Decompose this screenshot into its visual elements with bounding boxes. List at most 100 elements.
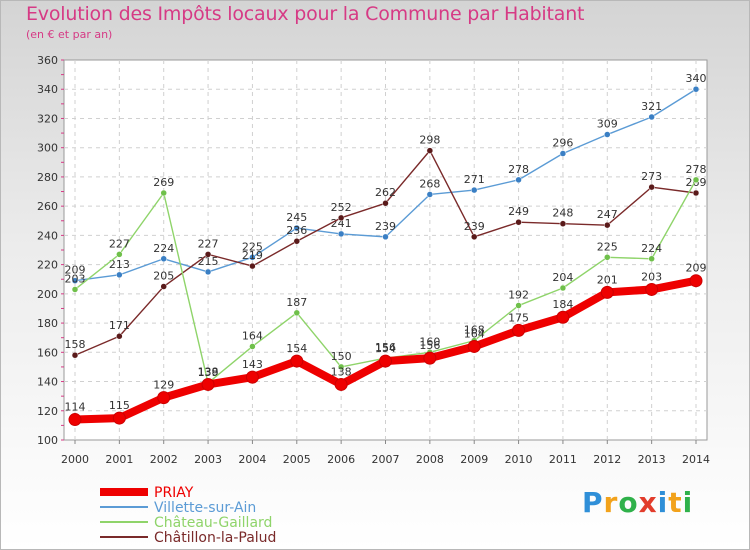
data-point <box>201 377 215 391</box>
data-point <box>290 354 304 368</box>
data-point <box>337 214 345 222</box>
data-point <box>692 176 700 184</box>
logo-letter: i <box>682 486 694 519</box>
data-label: 245 <box>286 211 307 224</box>
x-tick-label: 2007 <box>372 453 400 466</box>
data-point <box>160 189 167 197</box>
data-label: 201 <box>597 273 618 286</box>
data-label: 203 <box>65 272 86 285</box>
data-point <box>116 332 123 340</box>
x-tick-label: 2013 <box>638 453 666 466</box>
y-tick-label: 280 <box>37 171 58 184</box>
x-tick-label: 2012 <box>593 453 621 466</box>
data-point <box>559 284 567 292</box>
data-label: 273 <box>641 170 662 183</box>
data-point <box>382 199 389 207</box>
data-label: 239 <box>375 220 396 233</box>
data-point <box>112 411 126 425</box>
data-point <box>293 237 301 245</box>
data-point <box>204 268 212 276</box>
data-point <box>559 220 567 227</box>
data-point <box>515 218 522 226</box>
data-label: 213 <box>109 258 130 271</box>
x-tick-label: 2009 <box>460 453 488 466</box>
x-tick-label: 2005 <box>283 453 311 466</box>
data-label: 184 <box>552 298 573 311</box>
data-label: 154 <box>286 342 307 355</box>
logo-letter: P <box>582 486 604 519</box>
data-point <box>245 370 259 384</box>
data-label: 321 <box>641 100 662 113</box>
data-point <box>71 277 79 284</box>
x-tick-label: 2010 <box>505 453 533 466</box>
data-point <box>249 343 256 350</box>
data-label: 138 <box>198 365 219 378</box>
logo-letter: t <box>668 486 683 519</box>
data-label: 164 <box>242 329 263 342</box>
data-point <box>604 254 611 261</box>
data-point <box>515 302 522 309</box>
y-tick-label: 320 <box>37 112 58 125</box>
data-label: 225 <box>242 240 263 253</box>
data-point <box>692 189 700 197</box>
data-label: 171 <box>109 319 130 332</box>
data-label: 219 <box>242 249 263 262</box>
data-label: 309 <box>597 118 618 131</box>
y-tick-label: 200 <box>37 288 58 301</box>
y-tick-label: 240 <box>37 229 58 242</box>
data-point <box>689 274 703 288</box>
data-label: 164 <box>464 327 485 340</box>
y-tick-label: 360 <box>37 54 58 67</box>
data-label: 158 <box>65 338 86 351</box>
data-point <box>71 286 79 293</box>
y-tick-label: 220 <box>37 259 58 272</box>
data-point <box>556 310 570 324</box>
data-label: 262 <box>375 186 396 199</box>
data-point <box>645 282 659 296</box>
logo-letter: r <box>603 486 619 519</box>
y-tick-label: 100 <box>37 434 58 447</box>
data-point <box>470 186 478 194</box>
data-label: 278 <box>686 163 707 176</box>
x-tick-label: 2000 <box>61 453 89 466</box>
data-point <box>337 363 345 371</box>
data-label: 227 <box>198 237 219 250</box>
data-label: 168 <box>464 324 485 337</box>
x-tick-label: 2003 <box>194 453 222 466</box>
legend-label: Châtillon-la-Palud <box>154 530 276 546</box>
data-label: 340 <box>686 72 707 85</box>
data-label: 247 <box>597 208 618 221</box>
data-point <box>604 221 611 229</box>
data-point <box>604 131 611 138</box>
data-label: 252 <box>331 201 352 214</box>
data-point <box>160 255 167 263</box>
data-label: 205 <box>153 270 174 283</box>
data-point <box>559 150 567 157</box>
logo-letter: i <box>657 486 669 519</box>
data-label: 204 <box>552 271 573 284</box>
data-point <box>648 255 655 263</box>
data-point <box>293 224 301 232</box>
data-label: 115 <box>109 399 130 412</box>
data-label: 154 <box>375 342 396 355</box>
data-label: 298 <box>419 134 440 147</box>
data-label: 187 <box>286 296 307 309</box>
data-label: 296 <box>552 137 573 150</box>
data-label: 192 <box>508 289 529 302</box>
x-tick-label: 2004 <box>238 453 266 466</box>
proxiti-logo: Proxiti <box>582 486 693 519</box>
data-label: 278 <box>508 163 529 176</box>
y-tick-label: 180 <box>37 317 58 330</box>
data-label: 249 <box>508 205 529 218</box>
data-point <box>249 262 256 270</box>
data-label: 248 <box>552 207 573 220</box>
chart-title: Evolution des Impôts locaux pour la Comm… <box>26 3 585 25</box>
y-tick-label: 160 <box>37 346 58 359</box>
data-label: 269 <box>153 176 174 189</box>
data-point <box>515 176 522 184</box>
data-point <box>249 254 256 261</box>
data-point <box>382 233 389 241</box>
data-label: 209 <box>65 264 86 277</box>
y-tick-label: 260 <box>37 200 58 213</box>
